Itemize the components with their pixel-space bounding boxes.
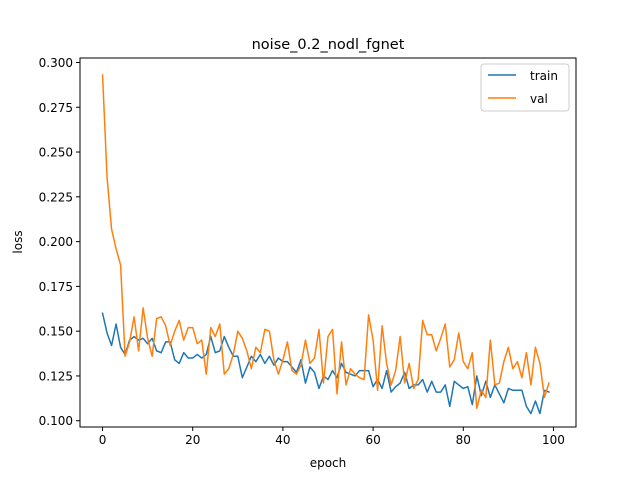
x-tick-label: 20 xyxy=(185,433,200,447)
x-tick-label: 0 xyxy=(99,433,107,447)
y-tick-label: 0.225 xyxy=(39,190,73,204)
x-tick-label: 80 xyxy=(456,433,471,447)
y-tick-label: 0.100 xyxy=(39,414,73,428)
series-line-train xyxy=(101,312,550,415)
y-tick-label: 0.300 xyxy=(39,56,73,70)
x-tick-label: 60 xyxy=(365,433,380,447)
plot-frame xyxy=(79,57,577,428)
series-layer xyxy=(101,74,550,415)
legend: train val xyxy=(480,63,570,112)
y-tick-label: 0.175 xyxy=(39,280,73,294)
series-line-val xyxy=(101,74,550,409)
x-axis-label: epoch xyxy=(310,456,347,470)
y-tick-label: 0.250 xyxy=(39,146,73,160)
x-tick-label: 100 xyxy=(542,433,565,447)
y-tick-label: 0.200 xyxy=(39,235,73,249)
y-tick-label: 0.125 xyxy=(39,369,73,383)
y-axis: 0.100 0.125 0.150 0.175 0.200 0.225 0.250 0.275… xyxy=(39,56,80,428)
chart-title: noise_0.2_nodl_fgnet xyxy=(252,37,405,53)
x-tick-label: 40 xyxy=(275,433,290,447)
x-axis: 0 20 40 60 80 100 xyxy=(99,427,565,447)
y-tick-label: 0.150 xyxy=(39,325,73,339)
y-axis-label: loss xyxy=(11,230,25,253)
y-tick-label: 0.275 xyxy=(39,101,73,115)
legend-label-val: val xyxy=(530,92,548,106)
legend-label-train: train xyxy=(530,69,558,83)
